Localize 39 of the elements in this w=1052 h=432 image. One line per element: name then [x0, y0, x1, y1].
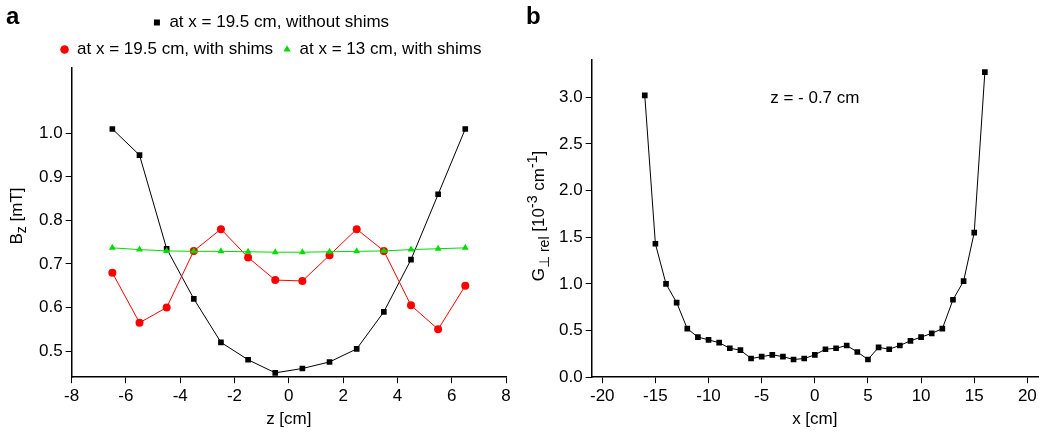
- x-tick-label: -4: [172, 386, 188, 406]
- x-tick-label: 20: [1017, 386, 1037, 406]
- x-axis-title: x [cm]: [792, 409, 838, 429]
- y-tick-label: 2.0: [558, 180, 583, 200]
- x-tick-label: -10: [696, 386, 721, 406]
- x-tick-label: 10: [911, 386, 931, 406]
- x-tick-label: 4: [392, 386, 403, 406]
- x-tick-label: 0: [284, 386, 294, 406]
- x-tick-label: 8: [501, 386, 511, 406]
- x-tick-label: 6: [446, 386, 457, 406]
- x-tick-label: -8: [64, 386, 80, 406]
- legend-label: at x = 13 cm, with shims: [299, 39, 482, 59]
- chart-title: b: [526, 2, 541, 30]
- x-tick-label: 15: [964, 386, 984, 406]
- x-tick-label: -2: [226, 386, 243, 406]
- y-tick-label: 0.8: [38, 210, 63, 230]
- annotation: z = - 0.7 cm: [770, 88, 860, 108]
- y-tick-label: 0.5: [38, 340, 63, 360]
- x-tick-label: 2: [338, 386, 348, 406]
- legend-label: at x = 19.5 cm, without shims: [169, 12, 390, 32]
- y-tick-label: 0.7: [38, 253, 63, 273]
- y-tick-label: 0.0: [558, 366, 583, 386]
- y-tick-label: 1.5: [558, 226, 583, 246]
- x-tick-label: 5: [863, 386, 873, 406]
- x-tick-label: -5: [754, 386, 770, 406]
- y-tick-label: 0.9: [38, 166, 63, 186]
- x-tick-label: -15: [643, 386, 668, 406]
- y-tick-label: 3.0: [558, 87, 583, 107]
- x-tick-label: 0: [810, 386, 820, 406]
- y-tick-label: 0.6: [38, 297, 63, 317]
- x-tick-label: -20: [589, 386, 615, 406]
- y-tick-label: 0.5: [558, 320, 583, 340]
- y-tick-label: 1.0: [558, 273, 583, 293]
- y-tick-label: 2.5: [558, 133, 583, 153]
- x-tick-label: -6: [118, 386, 134, 406]
- chart-title: a: [6, 2, 20, 30]
- legend-label: at x = 19.5 cm, with shims: [77, 39, 274, 59]
- x-axis-title: z [cm]: [266, 409, 312, 429]
- y-tick-label: 1.0: [38, 123, 63, 143]
